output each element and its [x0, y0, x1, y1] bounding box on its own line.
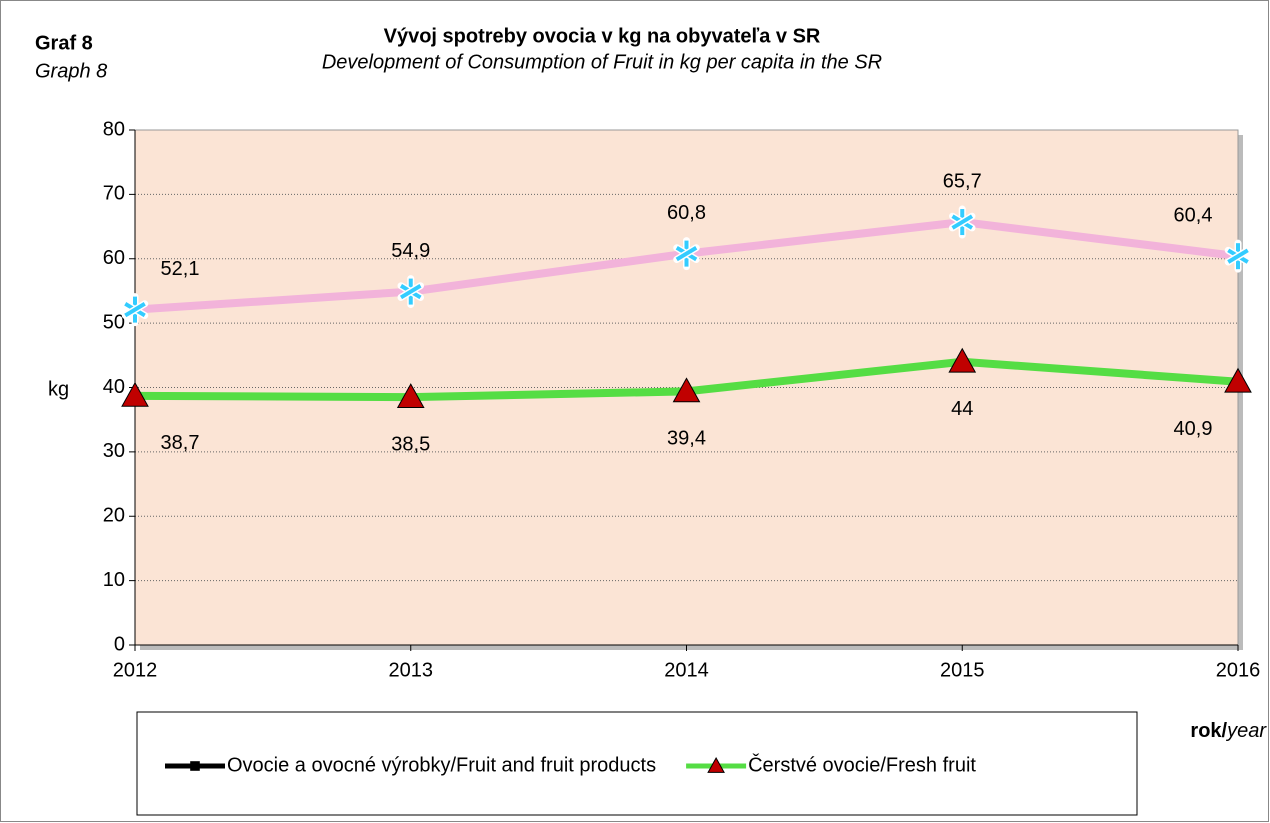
marker-stroke — [399, 284, 422, 300]
y-tick-label: 50 — [103, 311, 125, 333]
marker-stroke — [1227, 248, 1249, 264]
marker — [673, 237, 700, 271]
y-tick-label: 70 — [103, 183, 125, 205]
x-axis-label: rok/year — [1190, 720, 1267, 742]
y-tick-label: 30 — [103, 440, 125, 462]
marker-stroke — [675, 246, 698, 262]
y-axis-label: kg — [48, 378, 69, 400]
marker — [707, 756, 725, 773]
y-tick-label: 10 — [103, 569, 125, 591]
marker — [948, 347, 977, 373]
data-label: 60,4 — [1174, 204, 1213, 226]
data-label: 44 — [951, 398, 973, 420]
x-tick-label: 2015 — [940, 659, 985, 681]
legend-label: Čerstvé ovocie/Fresh fruit — [748, 753, 976, 776]
marker — [397, 275, 424, 309]
graph-label: Graf 8 — [35, 32, 93, 54]
data-label: 38,7 — [161, 432, 200, 454]
x-axis-label-bold: rok/ — [1190, 720, 1227, 742]
y-tick-label: 20 — [103, 505, 125, 527]
x-tick-label: 2013 — [389, 659, 434, 681]
marker-stroke — [951, 214, 974, 230]
marker-stroke — [124, 302, 146, 318]
chart-title: Vývoj spotreby ovocia v kg na obyvateľa … — [384, 25, 821, 47]
legend-box — [136, 711, 1138, 816]
data-label: 54,9 — [391, 240, 430, 262]
x-tick-label: 2014 — [664, 659, 709, 681]
data-label: 52,1 — [161, 258, 200, 280]
marker — [121, 293, 149, 327]
marker — [121, 381, 149, 407]
marker — [949, 205, 976, 239]
marker — [1224, 239, 1252, 273]
y-tick-label: 80 — [103, 118, 125, 140]
marker — [672, 377, 701, 403]
data-label: 65,7 — [943, 170, 982, 192]
data-label: 40,9 — [1174, 418, 1213, 440]
legend-label: Ovocie a ovocné výrobky/Fruit and fruit … — [227, 754, 656, 776]
graph-label-en: Graph 8 — [35, 60, 107, 82]
x-axis-label-italic: year — [1225, 720, 1267, 742]
marker — [396, 383, 425, 409]
marker — [190, 761, 200, 771]
data-label: 39,4 — [667, 428, 706, 450]
marker — [1224, 367, 1252, 393]
y-tick-label: 60 — [103, 247, 125, 269]
data-label: 38,5 — [391, 433, 430, 455]
x-tick-label: 2016 — [1216, 659, 1261, 681]
x-tick-label: 2012 — [113, 659, 158, 681]
y-tick-label: 40 — [103, 376, 125, 398]
data-label: 60,8 — [667, 202, 706, 224]
y-tick-label: 0 — [114, 633, 125, 655]
chart-subtitle: Development of Consumption of Fruit in k… — [322, 51, 882, 73]
